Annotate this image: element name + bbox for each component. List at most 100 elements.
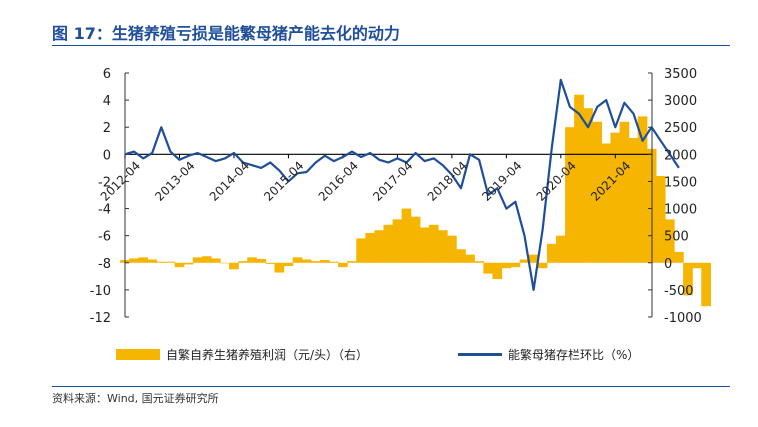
right-tick-label: 3500 (664, 67, 697, 82)
profit-bar (174, 262, 185, 268)
profit-bar (456, 249, 466, 263)
profit-bar (428, 224, 439, 263)
right-tick-label: 0 (664, 257, 672, 272)
profit-bar (365, 232, 375, 263)
profit-bar (619, 121, 630, 263)
profit-bar (265, 262, 276, 264)
left-tick-label: -8 (98, 257, 111, 272)
left-tick-label: -2 (98, 175, 111, 190)
x-tick-label: 2017-04 (370, 159, 415, 204)
profit-bar (165, 261, 176, 263)
profit-bar (192, 257, 203, 263)
profit-bars (120, 94, 711, 307)
profit-bar (329, 261, 339, 263)
profit-bar (210, 258, 221, 263)
profit-bar (601, 143, 612, 263)
profit-bar (492, 262, 503, 280)
profit-bar (274, 262, 285, 273)
chart-axes (124, 72, 653, 318)
ratio-line (124, 78, 680, 291)
profit-bar (301, 259, 312, 263)
profit-bar (410, 216, 421, 263)
x-tick-label: 2015-04 (261, 159, 306, 204)
profit-bar (156, 261, 167, 263)
profit-bar (474, 261, 484, 263)
profit-bar (528, 254, 539, 263)
profit-bar (392, 219, 403, 263)
profit-bar (319, 260, 330, 263)
left-tick-label: -12 (90, 311, 111, 326)
top-rule (52, 45, 730, 46)
profit-bar (465, 254, 475, 263)
legend-swatch-bar (116, 348, 160, 360)
right-tick-label: 500 (664, 230, 689, 245)
profit-bar (701, 262, 711, 307)
profit-bar (220, 262, 230, 264)
x-tick-label: 2014-04 (207, 159, 252, 204)
profit-bar (483, 262, 494, 274)
profit-bar (692, 262, 702, 269)
bottom-rule (52, 386, 730, 387)
profit-bar (610, 132, 621, 263)
left-tick-label: 2 (103, 121, 111, 136)
right-tick-label: 2500 (664, 121, 697, 136)
profit-bar (292, 257, 303, 263)
profit-bar (338, 262, 348, 268)
profit-bar (583, 108, 593, 263)
profit-bar (501, 262, 512, 269)
profit-bar (247, 257, 257, 263)
right-tick-label: -1000 (664, 311, 702, 326)
profit-bar (238, 261, 248, 263)
profit-bar (637, 116, 648, 263)
profit-bar (447, 235, 457, 263)
profit-bar (683, 262, 693, 296)
profit-bar (383, 224, 394, 263)
profit-bar (574, 94, 584, 263)
profit-bar (556, 235, 566, 263)
right-tick-label: 1000 (664, 203, 697, 218)
profit-bar (565, 127, 575, 263)
profit-bar (229, 262, 239, 270)
profit-bar (129, 258, 139, 263)
legend-label-ratio: 能繁母猪存栏环比（%） (508, 347, 640, 362)
left-tick-label: -4 (98, 203, 111, 218)
profit-bar (374, 230, 385, 263)
profit-bar (546, 243, 557, 263)
profit-bar (592, 121, 602, 263)
profit-bar (183, 262, 194, 265)
profit-bar (201, 256, 212, 263)
legend-item-ratio: 能繁母猪存栏环比（%） (458, 345, 639, 363)
x-tick-label: 2016-04 (316, 159, 361, 204)
left-tick-label: 0 (103, 148, 111, 163)
profit-bar (674, 251, 684, 263)
profit-bar (138, 257, 148, 263)
right-tick-label: -500 (664, 284, 694, 299)
legend-item-profit: 自繁自养生猪养殖利润（元/头）（右） (116, 345, 368, 363)
profit-bar (437, 230, 448, 263)
profit-bar (356, 238, 366, 263)
profit-bar (537, 262, 548, 269)
profit-bar (664, 219, 675, 263)
right-tick-label: 2000 (664, 148, 697, 163)
profit-bar (283, 262, 294, 267)
profit-bar (510, 262, 521, 268)
profit-bar (347, 261, 357, 263)
left-tick-label: -10 (90, 284, 111, 299)
profit-bar (310, 261, 321, 263)
profit-bar (419, 227, 430, 263)
source-note: 资料来源：Wind, 国元证券研究所 (52, 392, 219, 405)
profit-bar (401, 208, 412, 263)
x-tick-label: 2013-04 (152, 159, 197, 204)
profit-bar (519, 259, 530, 263)
profit-bar (256, 258, 267, 263)
left-tick-label: 6 (103, 67, 111, 82)
profit-bar (628, 138, 639, 263)
legend-swatch-line (458, 352, 502, 356)
left-tick-label: -6 (98, 230, 111, 245)
chart-title: 图 17：生猪养殖亏损是能繁母猪产能去化的动力 (52, 24, 400, 43)
left-tick-label: 4 (103, 94, 111, 109)
right-tick-label: 3000 (664, 94, 697, 109)
right-tick-label: 1500 (664, 175, 697, 190)
profit-bar (147, 259, 158, 263)
